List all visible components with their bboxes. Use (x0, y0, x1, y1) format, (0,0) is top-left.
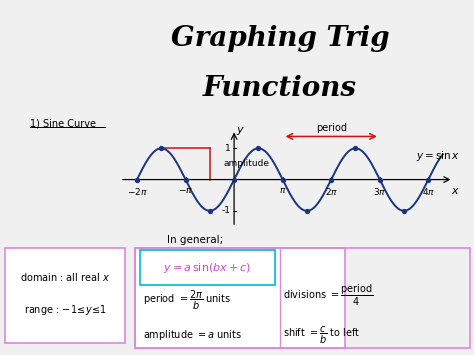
Bar (5, 248, 125, 343)
Text: amplitude: amplitude (224, 159, 270, 168)
Text: 1) Sine Curve: 1) Sine Curve (30, 118, 96, 128)
Point (255, 146, 262, 151)
Bar (135, 248, 470, 348)
Point (230, 177, 238, 182)
Point (400, 208, 408, 214)
Point (425, 177, 432, 182)
Text: Functions: Functions (203, 75, 357, 102)
Text: $-\pi$: $-\pi$ (178, 186, 193, 196)
Text: $\pi$: $\pi$ (279, 186, 286, 196)
Text: $-2\pi$: $-2\pi$ (127, 186, 147, 197)
Text: period: period (316, 123, 346, 133)
Point (133, 177, 141, 182)
Text: shift $=\dfrac{c}{b}$ to left: shift $=\dfrac{c}{b}$ to left (283, 324, 360, 345)
Text: 1: 1 (225, 144, 231, 153)
Point (279, 177, 286, 182)
Point (206, 208, 214, 214)
Text: $2\pi$: $2\pi$ (325, 186, 338, 197)
Text: $3\pi$: $3\pi$ (373, 186, 386, 197)
Text: amplitude $=a$ units: amplitude $=a$ units (143, 328, 242, 342)
Text: x: x (452, 186, 458, 196)
Text: In general;: In general; (167, 235, 223, 245)
Text: y: y (236, 125, 243, 135)
Point (328, 177, 335, 182)
Text: range : $-1\!\leq\! y\!\leq\!1$: range : $-1\!\leq\! y\!\leq\!1$ (24, 303, 107, 317)
Point (376, 177, 383, 182)
Text: divisions $=\dfrac{\mathrm{period}}{4}$: divisions $=\dfrac{\mathrm{period}}{4}$ (283, 283, 374, 307)
Point (182, 177, 189, 182)
Text: -1: -1 (222, 206, 231, 215)
Point (352, 146, 359, 151)
Text: $4\pi$: $4\pi$ (422, 186, 435, 197)
Point (157, 146, 165, 151)
Bar (135, 248, 345, 348)
Text: $y=\sin x$: $y=\sin x$ (416, 149, 460, 163)
Text: period $=\dfrac{2\pi}{b}$ units: period $=\dfrac{2\pi}{b}$ units (143, 289, 231, 312)
Text: $y=a\,\sin(bx+c)$: $y=a\,\sin(bx+c)$ (163, 261, 251, 275)
Bar (140, 250, 275, 285)
Text: domain : all real $x$: domain : all real $x$ (20, 271, 110, 283)
Text: Graphing Trig: Graphing Trig (171, 24, 389, 51)
Point (303, 208, 311, 214)
